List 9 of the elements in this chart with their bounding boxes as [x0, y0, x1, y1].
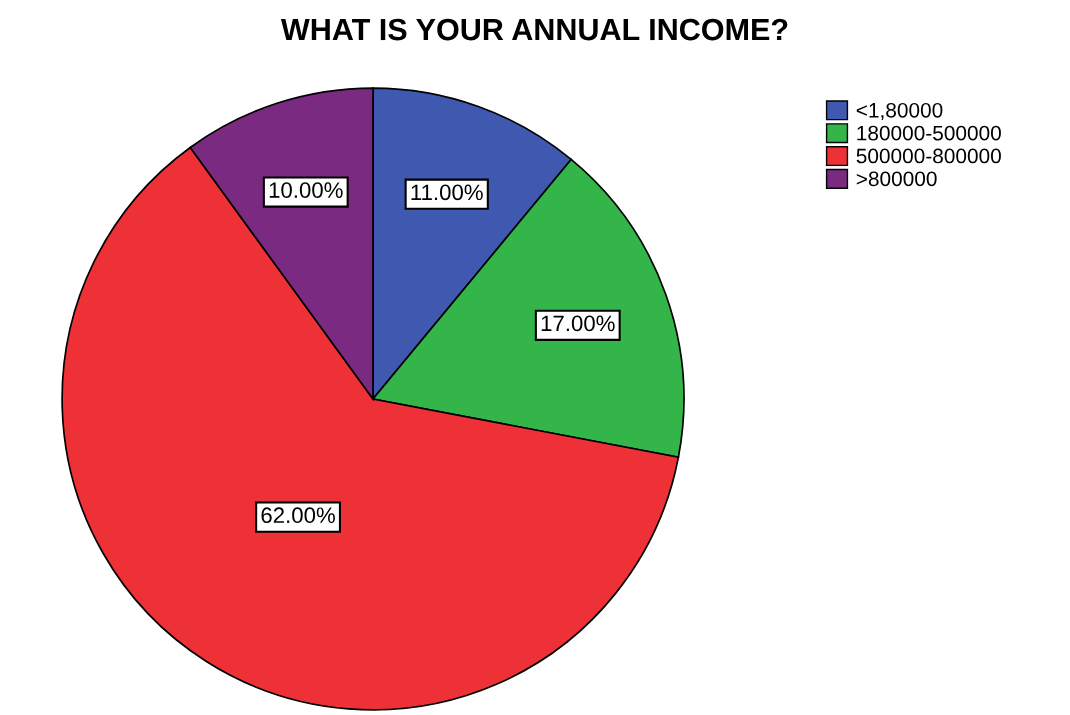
data-label: 17.00% [541, 315, 615, 332]
data-label: 62.00% [261, 507, 335, 524]
legend-label: <1,80000 [856, 102, 943, 121]
data-label: 11.00% [411, 184, 483, 201]
legend-label: 180000-500000 [857, 125, 1001, 141]
data-label: 10.00% [269, 182, 343, 198]
legend-label: >800000 [856, 171, 937, 187]
chart-title: WHAT IS YOUR ANNUAL INCOME? [280, 18, 788, 41]
legend-label: 500000-800000 [856, 148, 1001, 164]
